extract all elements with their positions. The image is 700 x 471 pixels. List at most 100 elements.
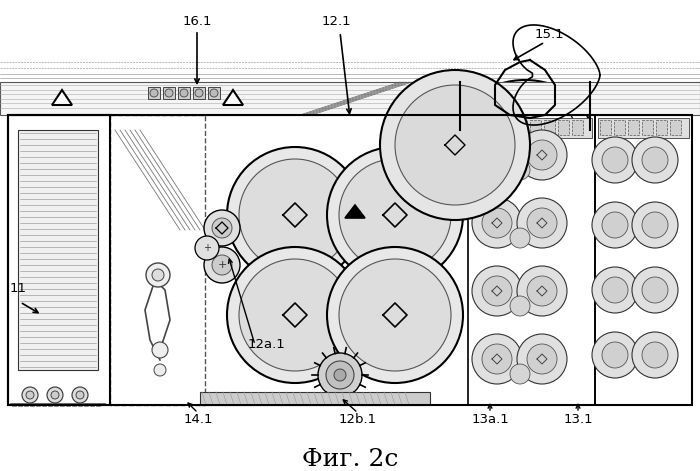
Circle shape bbox=[76, 391, 84, 399]
Bar bbox=[8, 115, 692, 405]
Bar bbox=[628, 120, 639, 135]
Polygon shape bbox=[52, 90, 72, 105]
Circle shape bbox=[327, 247, 463, 383]
Bar bbox=[544, 120, 555, 135]
Bar bbox=[656, 120, 667, 135]
Circle shape bbox=[482, 276, 512, 306]
Circle shape bbox=[195, 89, 203, 97]
Bar bbox=[200, 392, 430, 405]
Bar bbox=[178, 87, 190, 99]
Circle shape bbox=[326, 361, 354, 389]
Bar bbox=[502, 120, 513, 135]
Bar bbox=[474, 120, 485, 135]
Text: 16.1: 16.1 bbox=[182, 15, 211, 28]
Polygon shape bbox=[223, 90, 243, 105]
Circle shape bbox=[592, 267, 638, 313]
Bar bbox=[530, 120, 541, 135]
Circle shape bbox=[146, 263, 170, 287]
Circle shape bbox=[472, 130, 522, 180]
Text: 14.1: 14.1 bbox=[183, 413, 213, 426]
Bar bbox=[163, 87, 175, 99]
Circle shape bbox=[642, 147, 668, 173]
Circle shape bbox=[632, 267, 678, 313]
Circle shape bbox=[47, 387, 63, 403]
Circle shape bbox=[380, 70, 530, 220]
Text: 13.1: 13.1 bbox=[564, 413, 593, 426]
Circle shape bbox=[195, 236, 219, 260]
Circle shape bbox=[318, 353, 362, 397]
Circle shape bbox=[517, 334, 567, 384]
Bar bbox=[595, 115, 692, 405]
Circle shape bbox=[527, 140, 557, 170]
Circle shape bbox=[339, 259, 451, 371]
Circle shape bbox=[327, 147, 463, 283]
Bar bbox=[598, 118, 689, 138]
Circle shape bbox=[517, 266, 567, 316]
Circle shape bbox=[602, 277, 628, 303]
Bar bbox=[614, 120, 625, 135]
Text: +: + bbox=[203, 243, 211, 253]
Text: 12b.1: 12b.1 bbox=[339, 413, 377, 426]
Circle shape bbox=[642, 212, 668, 238]
Circle shape bbox=[210, 89, 218, 97]
Circle shape bbox=[592, 202, 638, 248]
Bar bbox=[468, 115, 595, 405]
Circle shape bbox=[152, 342, 168, 358]
Circle shape bbox=[517, 198, 567, 248]
Bar bbox=[148, 87, 160, 99]
Circle shape bbox=[165, 89, 173, 97]
Circle shape bbox=[472, 266, 522, 316]
Circle shape bbox=[227, 247, 363, 383]
Bar bbox=[516, 120, 527, 135]
Circle shape bbox=[154, 364, 166, 376]
Bar bbox=[110, 115, 205, 405]
Circle shape bbox=[592, 332, 638, 378]
Text: +: + bbox=[217, 260, 227, 270]
Circle shape bbox=[334, 369, 346, 381]
Circle shape bbox=[239, 159, 351, 271]
Text: 13a.1: 13a.1 bbox=[471, 413, 509, 426]
Bar bbox=[472, 118, 592, 138]
Text: 15.1: 15.1 bbox=[535, 28, 565, 41]
Text: 11: 11 bbox=[10, 282, 27, 294]
Circle shape bbox=[517, 130, 567, 180]
Circle shape bbox=[527, 276, 557, 306]
Bar bbox=[193, 87, 205, 99]
Circle shape bbox=[180, 89, 188, 97]
Text: 12.1: 12.1 bbox=[321, 15, 351, 28]
Bar bbox=[0, 82, 700, 115]
Circle shape bbox=[339, 159, 451, 271]
Circle shape bbox=[472, 198, 522, 248]
Circle shape bbox=[642, 277, 668, 303]
Circle shape bbox=[592, 137, 638, 183]
Circle shape bbox=[152, 269, 164, 281]
Circle shape bbox=[472, 334, 522, 384]
Circle shape bbox=[602, 342, 628, 368]
Circle shape bbox=[527, 208, 557, 238]
Text: Фиг. 2с: Фиг. 2с bbox=[302, 448, 398, 471]
Circle shape bbox=[26, 391, 34, 399]
Circle shape bbox=[482, 208, 512, 238]
Circle shape bbox=[632, 202, 678, 248]
Circle shape bbox=[510, 364, 530, 384]
Bar bbox=[208, 87, 220, 99]
Bar bbox=[600, 120, 611, 135]
Circle shape bbox=[212, 218, 232, 238]
Bar bbox=[8, 115, 110, 405]
Circle shape bbox=[482, 140, 512, 170]
Circle shape bbox=[204, 210, 240, 246]
Circle shape bbox=[602, 212, 628, 238]
Circle shape bbox=[212, 255, 232, 275]
Bar bbox=[488, 120, 499, 135]
Circle shape bbox=[642, 342, 668, 368]
Bar bbox=[18, 130, 98, 370]
Circle shape bbox=[239, 259, 351, 371]
Circle shape bbox=[482, 344, 512, 374]
Circle shape bbox=[72, 387, 88, 403]
Bar bbox=[558, 120, 569, 135]
Bar bbox=[670, 120, 681, 135]
Circle shape bbox=[22, 387, 38, 403]
Bar bbox=[572, 120, 583, 135]
Circle shape bbox=[632, 137, 678, 183]
Circle shape bbox=[204, 247, 240, 283]
